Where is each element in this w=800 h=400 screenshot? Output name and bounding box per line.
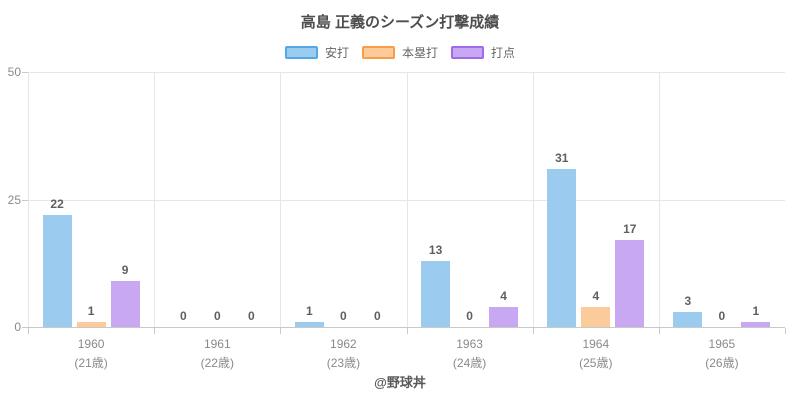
y-tick-label: 25 xyxy=(7,192,21,207)
bar-value-label: 0 xyxy=(718,309,726,323)
bar-value-label: 3 xyxy=(684,293,692,308)
x-axis-tick xyxy=(406,328,408,334)
x-tick-label-1962: 1962 xyxy=(330,337,357,351)
bar-value-label: 1 xyxy=(752,303,760,318)
bar-value-label: 9 xyxy=(121,263,129,278)
bar-value-label: 0 xyxy=(466,309,473,323)
x-tick-sublabel-1962: (23歳) xyxy=(326,356,361,370)
bar-value-label: 13 xyxy=(428,242,443,257)
bar-value-label: 1 xyxy=(306,303,313,318)
bar-home-runs-1960[interactable] xyxy=(76,321,106,327)
x-axis-tick xyxy=(280,328,282,334)
x-axis-tick xyxy=(658,328,660,334)
gridline-horizontal-50 xyxy=(28,72,785,73)
x-tick-sublabel-1964: (25歳) xyxy=(579,356,613,370)
x-axis-tick xyxy=(785,328,786,334)
x-tick-label-1964: 1964 xyxy=(582,337,610,351)
x-tick-label-1963: 1963 xyxy=(456,337,483,351)
legend-swatch-home-runs xyxy=(361,46,395,59)
chart-legend: 安打 本塁打 打点 xyxy=(0,44,800,61)
bar-value-label: 4 xyxy=(592,288,600,303)
x-tick-sublabel-1961: (22歳) xyxy=(200,356,234,370)
chart-footer-credit: @野球丼 xyxy=(374,375,426,390)
bar-value-label: 31 xyxy=(555,150,569,165)
y-axis-tick xyxy=(22,72,28,73)
bar-value-label: 0 xyxy=(179,309,187,323)
legend-item-hits[interactable]: 安打 xyxy=(284,44,349,61)
legend-label-rbi: 打点 xyxy=(491,46,516,60)
x-axis-tick xyxy=(532,328,534,334)
gridline-horizontal-0 xyxy=(28,327,785,328)
legend-swatch-hits xyxy=(284,46,318,59)
x-tick-label-1965: 1965 xyxy=(708,337,736,351)
bar-value-label: 22 xyxy=(50,196,64,211)
legend-item-rbi[interactable]: 打点 xyxy=(451,44,515,61)
x-tick-label-1961: 1961 xyxy=(203,337,231,351)
x-tick-label-1960: 1960 xyxy=(77,337,105,351)
bar-hits-1962[interactable] xyxy=(294,321,324,327)
bar-home-runs-1964[interactable] xyxy=(581,306,611,327)
chart-title: 高島 正義のシーズン打撃成績 xyxy=(300,14,500,31)
legend-swatch-rbi xyxy=(451,46,484,59)
bar-value-label: 0 xyxy=(213,309,221,323)
gridline-horizontal-25 xyxy=(28,199,785,201)
y-axis-tick xyxy=(22,199,28,201)
x-tick-sublabel-1965: (26歳) xyxy=(705,356,739,370)
bar-rbi-1964[interactable] xyxy=(615,240,645,327)
bar-value-label: 17 xyxy=(623,222,637,237)
bar-rbi-1960[interactable] xyxy=(110,281,140,327)
y-tick-label: 50 xyxy=(7,65,21,79)
bar-hits-1965[interactable] xyxy=(673,311,703,327)
bar-value-label: 0 xyxy=(247,309,255,323)
bar-hits-1960[interactable] xyxy=(42,214,72,327)
x-axis-tick xyxy=(154,328,156,334)
bar-value-label: 0 xyxy=(374,309,381,323)
x-tick-sublabel-1960: (21歳) xyxy=(74,356,108,370)
legend-item-home-runs[interactable]: 本塁打 xyxy=(361,44,438,61)
bar-rbi-1963[interactable] xyxy=(489,306,519,327)
legend-label-hits: 安打 xyxy=(324,46,349,60)
y-axis-tick xyxy=(22,327,28,328)
bar-value-label: 4 xyxy=(500,288,507,303)
bar-hits-1963[interactable] xyxy=(421,260,451,327)
bar-value-label: 0 xyxy=(340,309,347,323)
x-tick-sublabel-1963: (24歳) xyxy=(452,356,487,370)
y-tick-label: 0 xyxy=(14,320,21,334)
x-axis-tick xyxy=(28,328,29,334)
bar-hits-1964[interactable] xyxy=(547,168,577,327)
bar-value-label: 1 xyxy=(87,303,95,318)
legend-label-home-runs: 本塁打 xyxy=(401,46,438,60)
bar-rbi-1965[interactable] xyxy=(741,321,771,327)
